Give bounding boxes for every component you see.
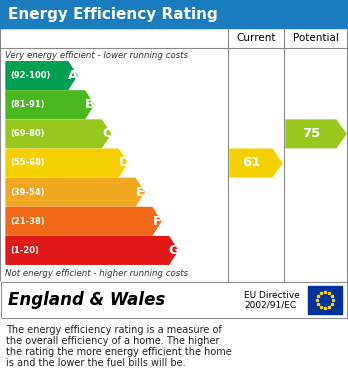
Text: Potential: Potential — [293, 33, 339, 43]
Text: (81-91): (81-91) — [10, 100, 45, 109]
Polygon shape — [286, 120, 346, 148]
Text: F: F — [153, 215, 162, 228]
Text: Very energy efficient - lower running costs: Very energy efficient - lower running co… — [5, 51, 188, 60]
Polygon shape — [6, 91, 94, 118]
Text: England & Wales: England & Wales — [8, 291, 165, 309]
Text: the rating the more energy efficient the home: the rating the more energy efficient the… — [6, 347, 232, 357]
Text: the overall efficiency of a home. The higher: the overall efficiency of a home. The hi… — [6, 336, 220, 346]
Text: (92-100): (92-100) — [10, 71, 50, 80]
Text: (21-38): (21-38) — [10, 217, 45, 226]
Bar — [0, 281, 348, 319]
Text: (55-68): (55-68) — [10, 158, 45, 167]
Text: is and the lower the fuel bills will be.: is and the lower the fuel bills will be. — [6, 358, 185, 368]
Bar — [0, 0, 348, 28]
Text: EU Directive: EU Directive — [244, 291, 300, 300]
Text: D: D — [118, 156, 129, 170]
Text: 75: 75 — [302, 127, 320, 140]
Text: G: G — [169, 244, 180, 257]
Bar — [0, 319, 348, 391]
Text: 61: 61 — [242, 156, 260, 170]
Text: Not energy efficient - higher running costs: Not energy efficient - higher running co… — [5, 269, 188, 278]
Polygon shape — [6, 237, 178, 264]
Bar — [1, 282, 347, 318]
Text: C: C — [102, 127, 112, 140]
Text: The energy efficiency rating is a measure of: The energy efficiency rating is a measur… — [6, 325, 222, 335]
Polygon shape — [6, 62, 77, 90]
Text: Energy Efficiency Rating: Energy Efficiency Rating — [8, 7, 218, 22]
Text: A: A — [68, 69, 79, 82]
Text: B: B — [85, 98, 95, 111]
Bar — [0, 28, 348, 281]
Polygon shape — [230, 149, 282, 177]
Polygon shape — [6, 208, 161, 235]
Polygon shape — [6, 120, 111, 148]
Bar — [308, 286, 342, 314]
Text: Current: Current — [236, 33, 276, 43]
Polygon shape — [6, 178, 144, 206]
Text: (39-54): (39-54) — [10, 188, 45, 197]
Text: (1-20): (1-20) — [10, 246, 39, 255]
Text: 2002/91/EC: 2002/91/EC — [244, 301, 296, 310]
Text: E: E — [136, 186, 145, 199]
Text: (69-80): (69-80) — [10, 129, 45, 138]
Polygon shape — [6, 149, 127, 177]
